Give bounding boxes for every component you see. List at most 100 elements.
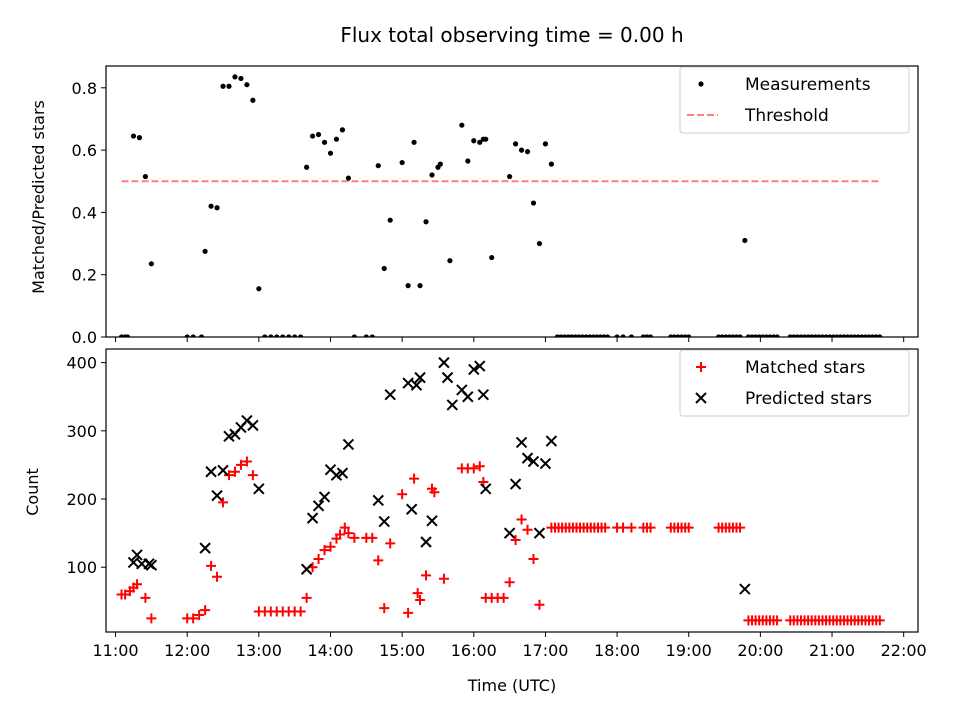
data-point — [542, 141, 549, 147]
data-point — [527, 455, 540, 468]
legend-box — [679, 349, 910, 417]
data-point — [397, 489, 408, 500]
legend-label: Threshold — [744, 106, 829, 126]
x-axis-label: Time (UTC) — [467, 676, 556, 695]
data-point — [504, 577, 515, 588]
data-point — [211, 489, 223, 502]
data-point — [146, 613, 157, 624]
data-point — [545, 435, 558, 447]
data-point — [333, 136, 340, 142]
data-point — [604, 334, 611, 337]
x-tick-label: 20:00 — [737, 641, 783, 660]
data-point — [262, 334, 268, 337]
data-point — [217, 464, 229, 477]
x-tick-label: 12:00 — [164, 641, 210, 660]
data-point — [280, 334, 286, 337]
data-point — [369, 334, 375, 337]
data-point — [417, 283, 423, 289]
data-point — [306, 512, 319, 524]
plot-area — [116, 356, 885, 626]
data-point — [124, 334, 131, 337]
data-point — [409, 473, 420, 484]
axes-frame — [105, 65, 919, 338]
data-point — [238, 75, 244, 82]
data-point — [412, 588, 423, 599]
data-point — [614, 334, 620, 337]
data-point — [403, 607, 414, 618]
data-point — [498, 592, 509, 603]
data-point — [462, 391, 474, 403]
data-point — [421, 570, 432, 581]
x-tick-label: 16:00 — [451, 641, 497, 660]
data-point — [387, 217, 393, 223]
data-point — [247, 419, 259, 432]
data-point — [253, 483, 265, 495]
data-point — [438, 573, 449, 584]
data-point — [534, 599, 545, 610]
data-point — [533, 527, 546, 539]
x-tick-label: 13:00 — [236, 641, 282, 660]
data-point — [321, 139, 328, 145]
data-point — [325, 541, 336, 552]
legend-marker — [698, 81, 704, 87]
data-point — [142, 173, 149, 180]
data-point — [198, 334, 205, 337]
data-point — [429, 487, 440, 498]
data-point — [318, 491, 331, 503]
data-point — [130, 133, 137, 139]
legend-label: Measurements — [745, 75, 871, 95]
data-point — [522, 524, 533, 535]
y-tick-label: 300 — [66, 422, 97, 441]
data-point — [336, 467, 349, 479]
data-point — [343, 528, 354, 539]
data-point — [489, 254, 495, 261]
data-point — [367, 532, 378, 543]
data-point — [739, 583, 751, 595]
data-point — [335, 529, 346, 540]
data-point — [423, 219, 429, 225]
data-point — [286, 334, 292, 337]
plot-area — [118, 74, 883, 337]
data-point — [480, 483, 492, 495]
data-point — [772, 615, 783, 626]
data-point — [518, 147, 525, 153]
data-point — [339, 127, 346, 133]
data-point — [465, 158, 471, 164]
data-point — [468, 363, 480, 376]
data-point — [241, 456, 252, 467]
top-y-axis-label: Matched/Predicted stars — [29, 100, 48, 294]
y-tick-label: 200 — [66, 490, 97, 509]
data-point — [148, 261, 154, 267]
data-point — [327, 150, 334, 156]
series-predicted-stars — [127, 356, 751, 595]
data-point — [300, 563, 313, 575]
data-point — [402, 377, 414, 389]
data-point — [373, 555, 384, 566]
data-point — [447, 258, 453, 264]
data-point — [313, 554, 324, 565]
data-point — [405, 283, 411, 289]
data-point — [229, 466, 240, 477]
data-point — [292, 334, 298, 337]
data-point — [218, 497, 229, 508]
data-point — [645, 522, 656, 533]
x-tick-label: 11:00 — [92, 641, 138, 660]
data-point — [140, 592, 151, 603]
data-point — [375, 163, 381, 169]
data-point — [132, 579, 143, 590]
legend-label: Matched stars — [745, 358, 865, 378]
data-point — [426, 515, 438, 527]
data-point — [429, 172, 435, 178]
data-point — [618, 522, 629, 533]
x-tick-label: 21:00 — [809, 641, 855, 660]
data-point — [509, 478, 522, 490]
data-point — [372, 494, 384, 507]
data-point — [223, 470, 234, 481]
data-point — [304, 164, 310, 170]
data-point — [379, 603, 390, 614]
data-point — [220, 83, 226, 89]
data-point — [512, 141, 519, 147]
axes-frame — [105, 348, 919, 633]
data-point — [471, 138, 477, 144]
